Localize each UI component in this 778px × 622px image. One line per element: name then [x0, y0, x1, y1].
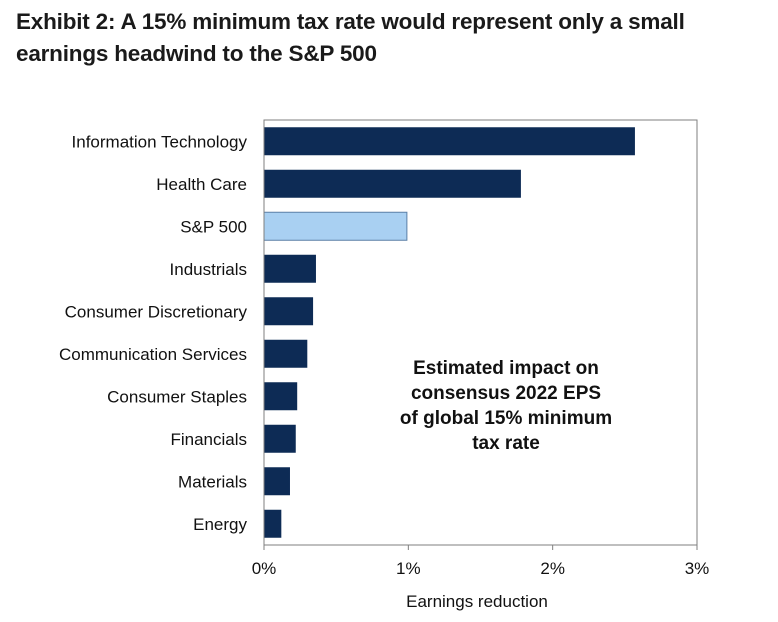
category-label-health-care: Health Care	[156, 175, 247, 194]
category-label-materials: Materials	[178, 472, 247, 491]
annotation-line-3: of global 15% minimum	[400, 408, 612, 429]
category-labels: Information Technology Health Care S&P 500…	[59, 132, 248, 534]
title-line-2: earnings headwind to the S&P 500	[16, 41, 377, 66]
bar-consumer-discretionary	[264, 297, 314, 326]
x-tick-label: 1%	[396, 559, 421, 578]
bar-information-technology	[264, 127, 635, 156]
bar-materials	[264, 467, 290, 496]
title-line-1: Exhibit 2: A 15% minimum tax rate would …	[16, 9, 685, 34]
bar-sandp-500	[263, 211, 408, 241]
category-label-financials: Financials	[170, 430, 247, 449]
plot-area-frame	[263, 119, 698, 546]
x-axis-ticks: 0% 1% 2% 3%	[252, 545, 710, 578]
category-label-communication-services: Communication Services	[59, 345, 247, 364]
bar-industrials	[264, 254, 316, 283]
category-label-industrials: Industrials	[170, 260, 247, 279]
category-label-consumer-discretionary: Consumer Discretionary	[65, 302, 248, 321]
category-label-sandp-500: S&P 500	[180, 217, 247, 236]
category-label-energy: Energy	[193, 515, 247, 534]
bar-financials	[264, 424, 296, 453]
annotation-line-1: Estimated impact on	[413, 358, 599, 379]
x-tick-label: 3%	[685, 559, 710, 578]
bar-communication-services	[264, 339, 308, 368]
category-label-consumer-staples: Consumer Staples	[107, 387, 247, 406]
bar-group	[263, 127, 635, 538]
bar-consumer-staples	[264, 382, 298, 411]
x-tick-label: 2%	[540, 559, 565, 578]
annotation-line-2: consensus 2022 EPS	[411, 383, 601, 404]
category-label-information-technology: Information Technology	[72, 132, 248, 151]
x-tick-label: 0%	[252, 559, 277, 578]
x-axis-title: Earnings reduction	[406, 592, 548, 611]
bar-health-care	[264, 169, 521, 198]
annotation-line-4: tax rate	[472, 433, 540, 454]
chart-title: Exhibit 2: A 15% minimum tax rate would …	[16, 6, 756, 70]
bar-energy	[264, 509, 282, 538]
